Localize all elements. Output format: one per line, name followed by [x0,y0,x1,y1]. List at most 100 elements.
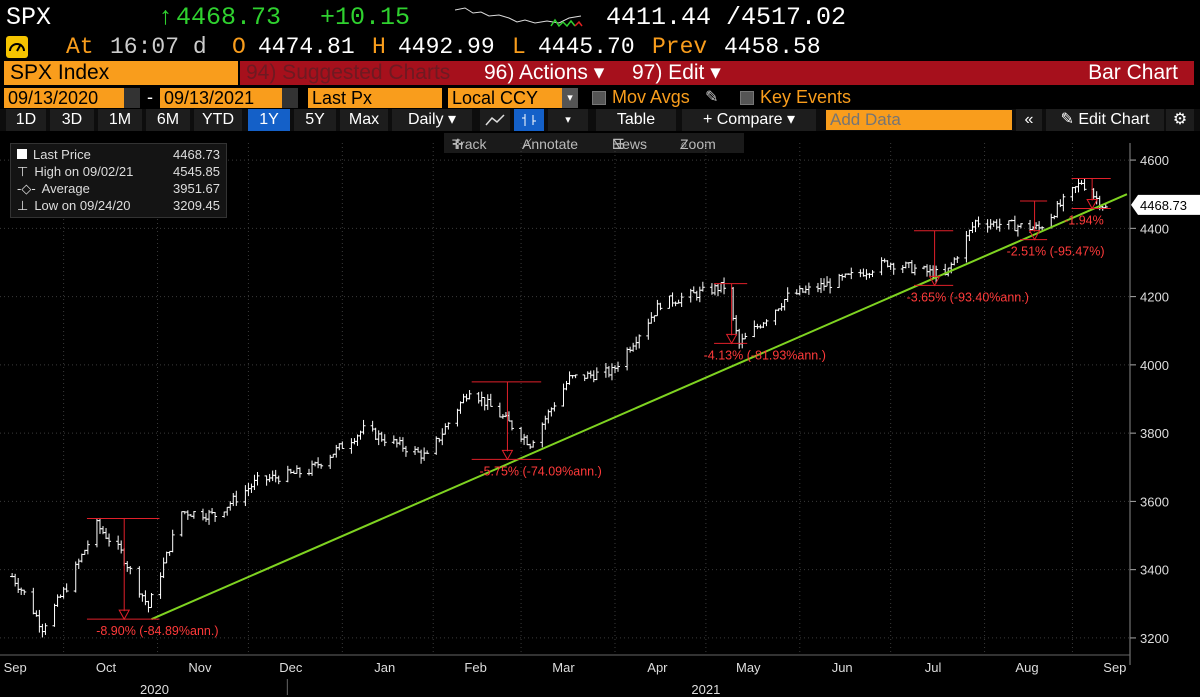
edit-chart-label: Edit Chart [1078,111,1150,128]
tab-1m[interactable]: 1M [98,109,142,131]
x-tick-label: Feb [464,660,486,675]
x-tick-label: Sep [4,660,27,675]
actions-menu[interactable]: 96) Actions ▾ [478,61,626,85]
track-label: Track [452,136,487,152]
tab-5y[interactable]: 5Y [294,109,336,131]
day-range: 4411.44 /4517.02 [606,3,847,32]
high-label: H [372,34,386,60]
zoom-label: Zoom [680,136,716,152]
x-tick-label: Oct [96,660,117,675]
frequency-selector[interactable]: Daily ▾ [392,109,472,131]
tab-ytd[interactable]: YTD [194,109,242,131]
sparkline-icon [455,7,583,28]
collapse-icon[interactable]: « [1016,109,1042,131]
high-marker-icon: ⊤ [17,164,29,179]
legend-label: Low on 09/24/20 [34,198,131,213]
trendline [151,193,1128,621]
high-value: 4492.99 [398,34,495,60]
tab-1d[interactable]: 1D [6,109,46,131]
line-chart-icon[interactable] [480,109,510,131]
date-separator: - [147,87,153,107]
legend-value: 4545.85 [173,164,220,179]
x-tick-label: May [736,660,761,675]
tab-1y[interactable]: 1Y [248,109,290,131]
legend-label: High on 09/02/21 [34,164,134,179]
field-selector[interactable]: Last Px [308,88,442,108]
add-data-input[interactable] [826,110,1012,130]
legend-label: Average [41,181,90,196]
chart-legend: Last Price 4468.73 ⊤ High on 09/02/21 454… [10,143,227,218]
date-settings-row: 09/13/2020 - 09/13/2021 Last Px Local CC… [0,87,1200,109]
gauge-icon [6,36,28,58]
compare-button[interactable]: + Compare ▾ [682,109,816,131]
y-tick-label: 3400 [1140,563,1169,578]
x-tick-label: Jun [832,660,853,675]
low-value: 4445.70 [538,34,635,60]
mov-avgs-label[interactable]: Mov Avgs [612,87,690,107]
year-label: 2020 [140,682,169,697]
drawdown-label: -1.94% [1064,214,1104,228]
tab-3d[interactable]: 3D [50,109,94,131]
suggested-charts-button[interactable]: 94) Suggested Charts [240,61,478,85]
legend-high: ⊤ High on 09/02/21 [17,163,133,180]
y-tick-label: 3800 [1140,426,1169,441]
currency-selector[interactable]: Local CCY [448,88,564,108]
x-tick-label: Dec [279,660,303,675]
at-label: At [66,34,94,60]
year-label: 2021 [691,682,720,697]
key-events-label[interactable]: Key Events [760,87,852,107]
chart-style-dropdown-icon[interactable]: ▾ [548,109,588,131]
pencil-icon: ✎ [1060,111,1074,128]
chevron-down-icon[interactable]: ▾ [562,88,578,108]
x-tick-label: Aug [1015,660,1038,675]
prev-value: 4458.58 [724,34,821,60]
legend-low: ⊥ Low on 09/24/20 [17,197,130,214]
quote-header: SPX ↑ 4468.73 +10.15 4411.44 /4517.02 [0,0,1200,34]
last-price: 4468.73 [176,3,282,32]
drawdown-arrowhead [1086,199,1098,210]
ticker-symbol: SPX [6,3,52,32]
legend-value: 3951.67 [173,181,220,196]
drawdown-label: -3.65% (-93.40%ann.) [907,290,1029,304]
prev-label: Prev [652,34,708,60]
y-tick-label: 3200 [1140,631,1169,646]
search-icon: ⌕ [680,136,688,152]
drawdown-arrowhead [118,609,131,621]
drawdown-label: -5.75% (-74.09%ann.) [479,464,601,478]
period-toolbar: 1D 3D 1M 6M YTD 1Y 5Y Max Daily ▾ ▾ Tabl… [0,109,1200,131]
net-change: +10.15 [320,3,411,32]
legend-average: -◇- Average [17,180,90,197]
edit-menu[interactable]: 97) Edit ▾ [626,61,740,85]
legend-last-price: Last Price [17,146,91,163]
y-tick-label: 4200 [1140,290,1169,305]
start-date-input[interactable]: 09/13/2020 [4,88,126,108]
edit-chart-button[interactable]: ✎ Edit Chart [1046,109,1164,131]
mov-avgs-checkbox[interactable] [592,91,606,105]
drawdown-label: -2.51% (-95.47%) [1007,245,1105,259]
price-chart[interactable]: 3200 3400 3600 3800 4000 4200 4400 4600 Sep Oct No… [0,143,1200,697]
table-button[interactable]: Table [596,109,676,131]
x-tick-label: Apr [647,660,668,675]
pencil-icon[interactable]: ✎ [705,89,719,106]
drawdown-arrowhead [501,449,514,461]
quote-time: 16:07 d [110,34,207,60]
chart-type-label: Bar Chart [738,61,1194,85]
drawdown-arrowhead [1028,230,1041,241]
tab-max[interactable]: Max [340,109,388,131]
x-tick-label: Sep [1103,660,1126,675]
end-date-input[interactable]: 09/13/2021 [160,88,282,108]
drawdown-arrowhead [725,333,738,345]
bar-chart-icon[interactable] [514,109,544,131]
start-calendar-icon[interactable] [124,88,140,108]
annotate-label: Annotate [522,136,579,152]
annotate-icon: ⟋ [522,136,532,152]
security-field[interactable]: SPX Index [4,61,238,85]
gear-icon[interactable]: ⚙ [1166,109,1194,131]
drawdown-label: -8.90% (-84.89%ann.) [96,624,218,638]
y-tick-label: 3600 [1140,494,1169,509]
tab-6m[interactable]: 6M [146,109,190,131]
key-events-checkbox[interactable] [740,91,754,105]
drawdown-label: -4.13% (-81.93%ann.) [704,348,826,362]
end-calendar-icon[interactable] [282,88,298,108]
x-tick-label: Jan [374,660,395,675]
